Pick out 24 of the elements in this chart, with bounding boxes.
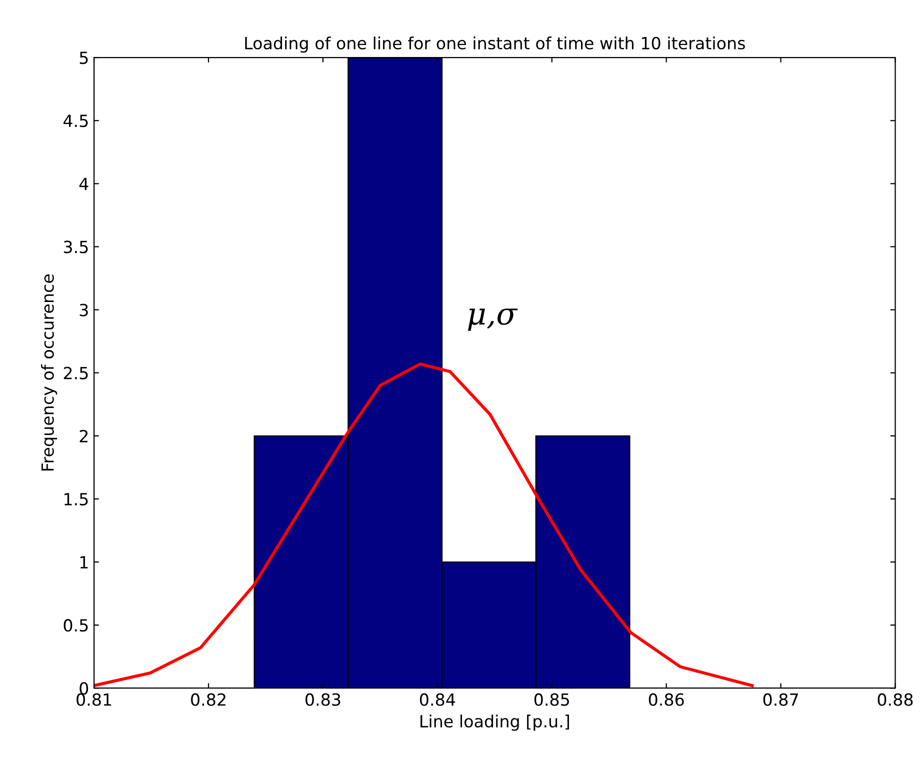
x-tick-label: 0.85 bbox=[534, 693, 569, 706]
x-tick-label: 0.87 bbox=[763, 693, 798, 706]
chart-title: Loading of one line for one instant of time with 10 iterations bbox=[245, 36, 745, 53]
x-tick-label: 0.88 bbox=[878, 693, 913, 706]
x-tick-label: 0.82 bbox=[191, 693, 226, 706]
x-tick-label: 0.84 bbox=[420, 693, 456, 706]
y-axis-title: Frequency of occurence bbox=[40, 274, 58, 470]
y-tick-label: 2.5 bbox=[64, 366, 88, 380]
y-tick-label: 0 bbox=[80, 682, 88, 695]
x-tick-label: 0.86 bbox=[648, 693, 684, 706]
y-tick-label: 1.5 bbox=[64, 493, 88, 506]
y-tick-label: 1 bbox=[80, 556, 88, 568]
x-axis-title: Line loading [p.u.] bbox=[420, 714, 569, 731]
y-tick-label: 5 bbox=[80, 52, 88, 64]
y-tick-label: 2 bbox=[80, 430, 88, 442]
y-tick-label: 3.5 bbox=[64, 240, 88, 254]
y-tick-label: 3 bbox=[80, 304, 88, 316]
annotation: μ,σ bbox=[468, 308, 518, 331]
x-tick-label: 0.83 bbox=[306, 693, 340, 706]
x-tick-label: 0.81 bbox=[76, 693, 112, 706]
y-tick-label: 4.5 bbox=[63, 114, 88, 128]
y-tick-label: 0.5 bbox=[64, 619, 88, 632]
y-tick-label: 4 bbox=[79, 178, 88, 190]
line-series bbox=[94, 362, 754, 688]
